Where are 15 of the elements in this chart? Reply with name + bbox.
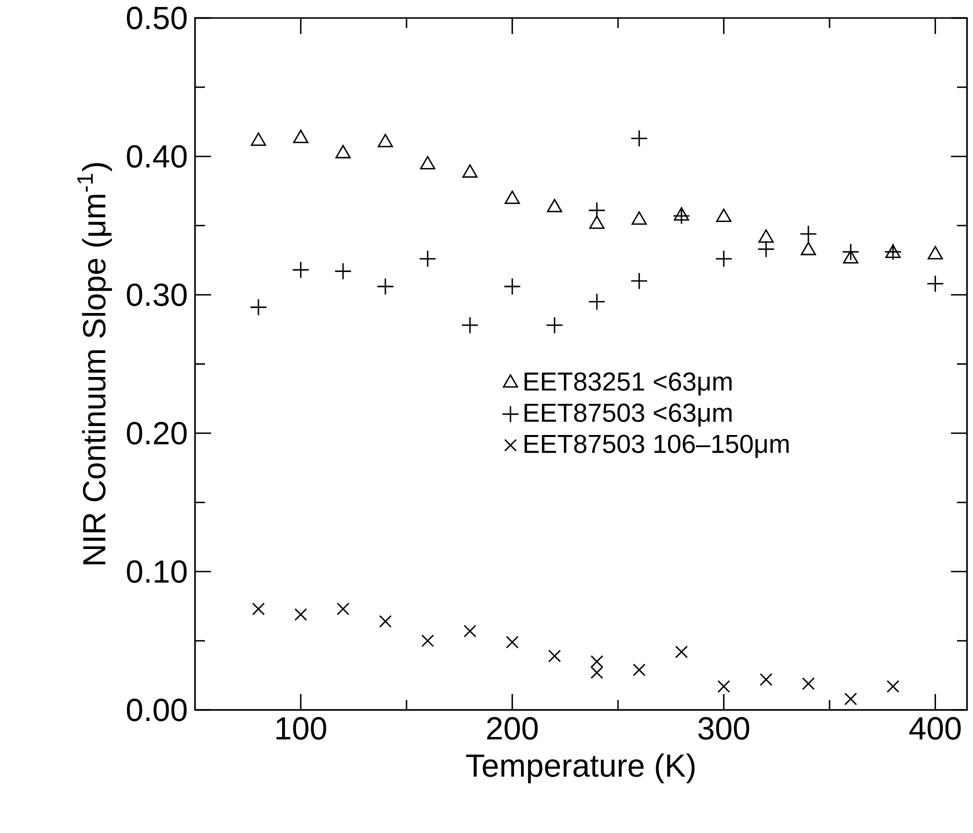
y-tick-label: 0.40 [126, 145, 187, 168]
legend-label: EET87503 <63μm [524, 404, 732, 427]
legend-label: EET83251 <63μm [524, 372, 732, 396]
y-tick-label: 0.00 [126, 698, 187, 722]
y-tick-label: 0.30 [126, 283, 187, 306]
x-tick-label: 400 [909, 717, 961, 740]
y-axis-title: NIR Continuum Slope (μm$^{-1}$) [77, 163, 112, 564]
x-tick-label: 100 [276, 717, 326, 740]
x-tick-label: 200 [487, 717, 538, 740]
y-tick-label: 0.50 [126, 6, 187, 30]
x-tick-label: 300 [698, 717, 750, 740]
y-tick-label: 0.20 [126, 422, 187, 445]
x-axis-title: Temperature (K) [466, 753, 695, 784]
legend-label: EET87503 106–150μm [524, 434, 789, 458]
y-tick-label: 0.10 [126, 560, 187, 583]
